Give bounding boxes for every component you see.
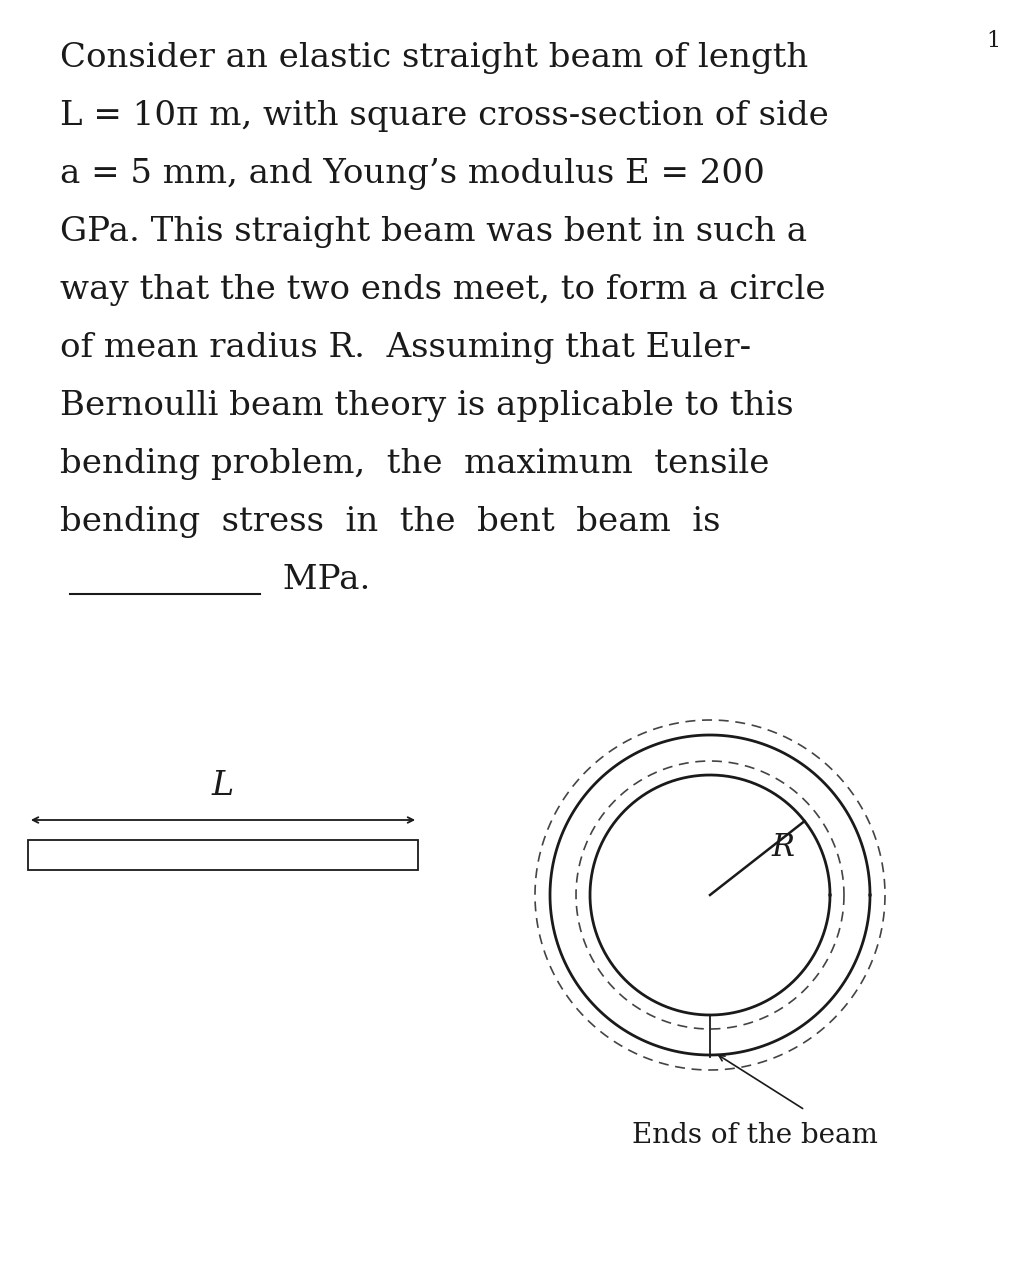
Text: L = 10π m, with square cross-section of side: L = 10π m, with square cross-section of … bbox=[60, 100, 828, 132]
Text: Consider an elastic straight beam of length: Consider an elastic straight beam of len… bbox=[60, 42, 807, 74]
Text: way that the two ends meet, to form a circle: way that the two ends meet, to form a ci… bbox=[60, 274, 824, 306]
Text: L: L bbox=[212, 771, 233, 803]
Text: bending problem,  the  maximum  tensile: bending problem, the maximum tensile bbox=[60, 448, 768, 480]
Text: MPa.: MPa. bbox=[272, 564, 370, 596]
Text: Ends of the beam: Ends of the beam bbox=[632, 1123, 877, 1149]
Text: a = 5 mm, and Young’s modulus E = 200: a = 5 mm, and Young’s modulus E = 200 bbox=[60, 157, 764, 189]
Text: Bernoulli beam theory is applicable to this: Bernoulli beam theory is applicable to t… bbox=[60, 390, 793, 422]
Text: GPa. This straight beam was bent in such a: GPa. This straight beam was bent in such… bbox=[60, 216, 806, 248]
Text: of mean radius R.  Assuming that Euler-: of mean radius R. Assuming that Euler- bbox=[60, 332, 750, 364]
Text: 1: 1 bbox=[985, 29, 999, 52]
Text: R: R bbox=[770, 832, 794, 863]
Text: bending  stress  in  the  bent  beam  is: bending stress in the bent beam is bbox=[60, 506, 719, 538]
Bar bbox=[28, 840, 418, 870]
